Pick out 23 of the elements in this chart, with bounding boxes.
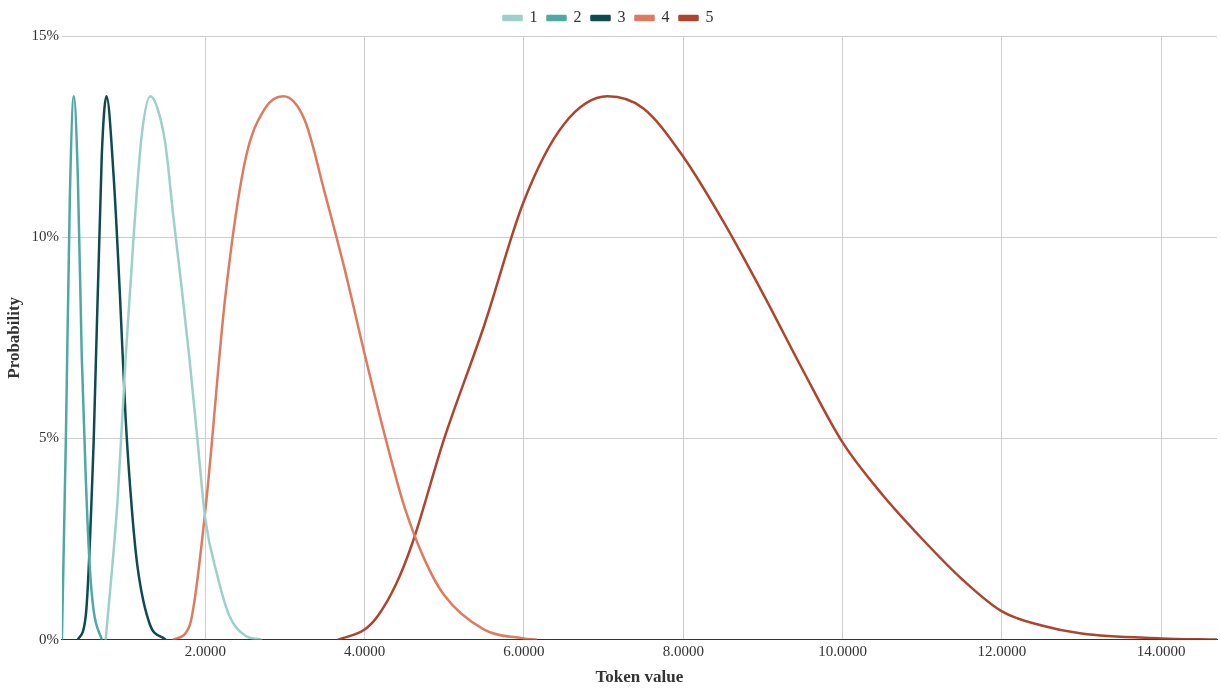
legend-label: 3 [617, 8, 626, 26]
legend-label: 1 [529, 8, 538, 26]
y-tick-label: 15% [31, 26, 59, 43]
y-tick-label: 10% [31, 228, 59, 245]
x-tick-label: 4.0000 [343, 642, 386, 659]
x-tick-label: 14.0000 [1136, 642, 1186, 659]
y-tick-label: 0% [38, 630, 59, 647]
legend-label: 4 [661, 8, 670, 26]
x-tick-label: 8.0000 [662, 642, 704, 659]
line-series [172, 95, 538, 640]
x-tick-label: 10.0000 [818, 642, 867, 659]
y-axis-title: Probability [3, 296, 23, 379]
x-tick-label: 2.0000 [184, 642, 226, 659]
x-tick-label: 6.0000 [503, 642, 545, 659]
line-series [61, 95, 103, 640]
x-tick-label: 12.0000 [977, 642, 1027, 659]
line-series [76, 95, 167, 640]
line-series [104, 95, 263, 640]
y-tick-label: 5% [38, 429, 59, 446]
legend-label: 5 [705, 8, 714, 26]
legend-label: 2 [573, 8, 582, 26]
x-axis-title: Token value [595, 667, 684, 687]
line-series [337, 95, 1217, 640]
